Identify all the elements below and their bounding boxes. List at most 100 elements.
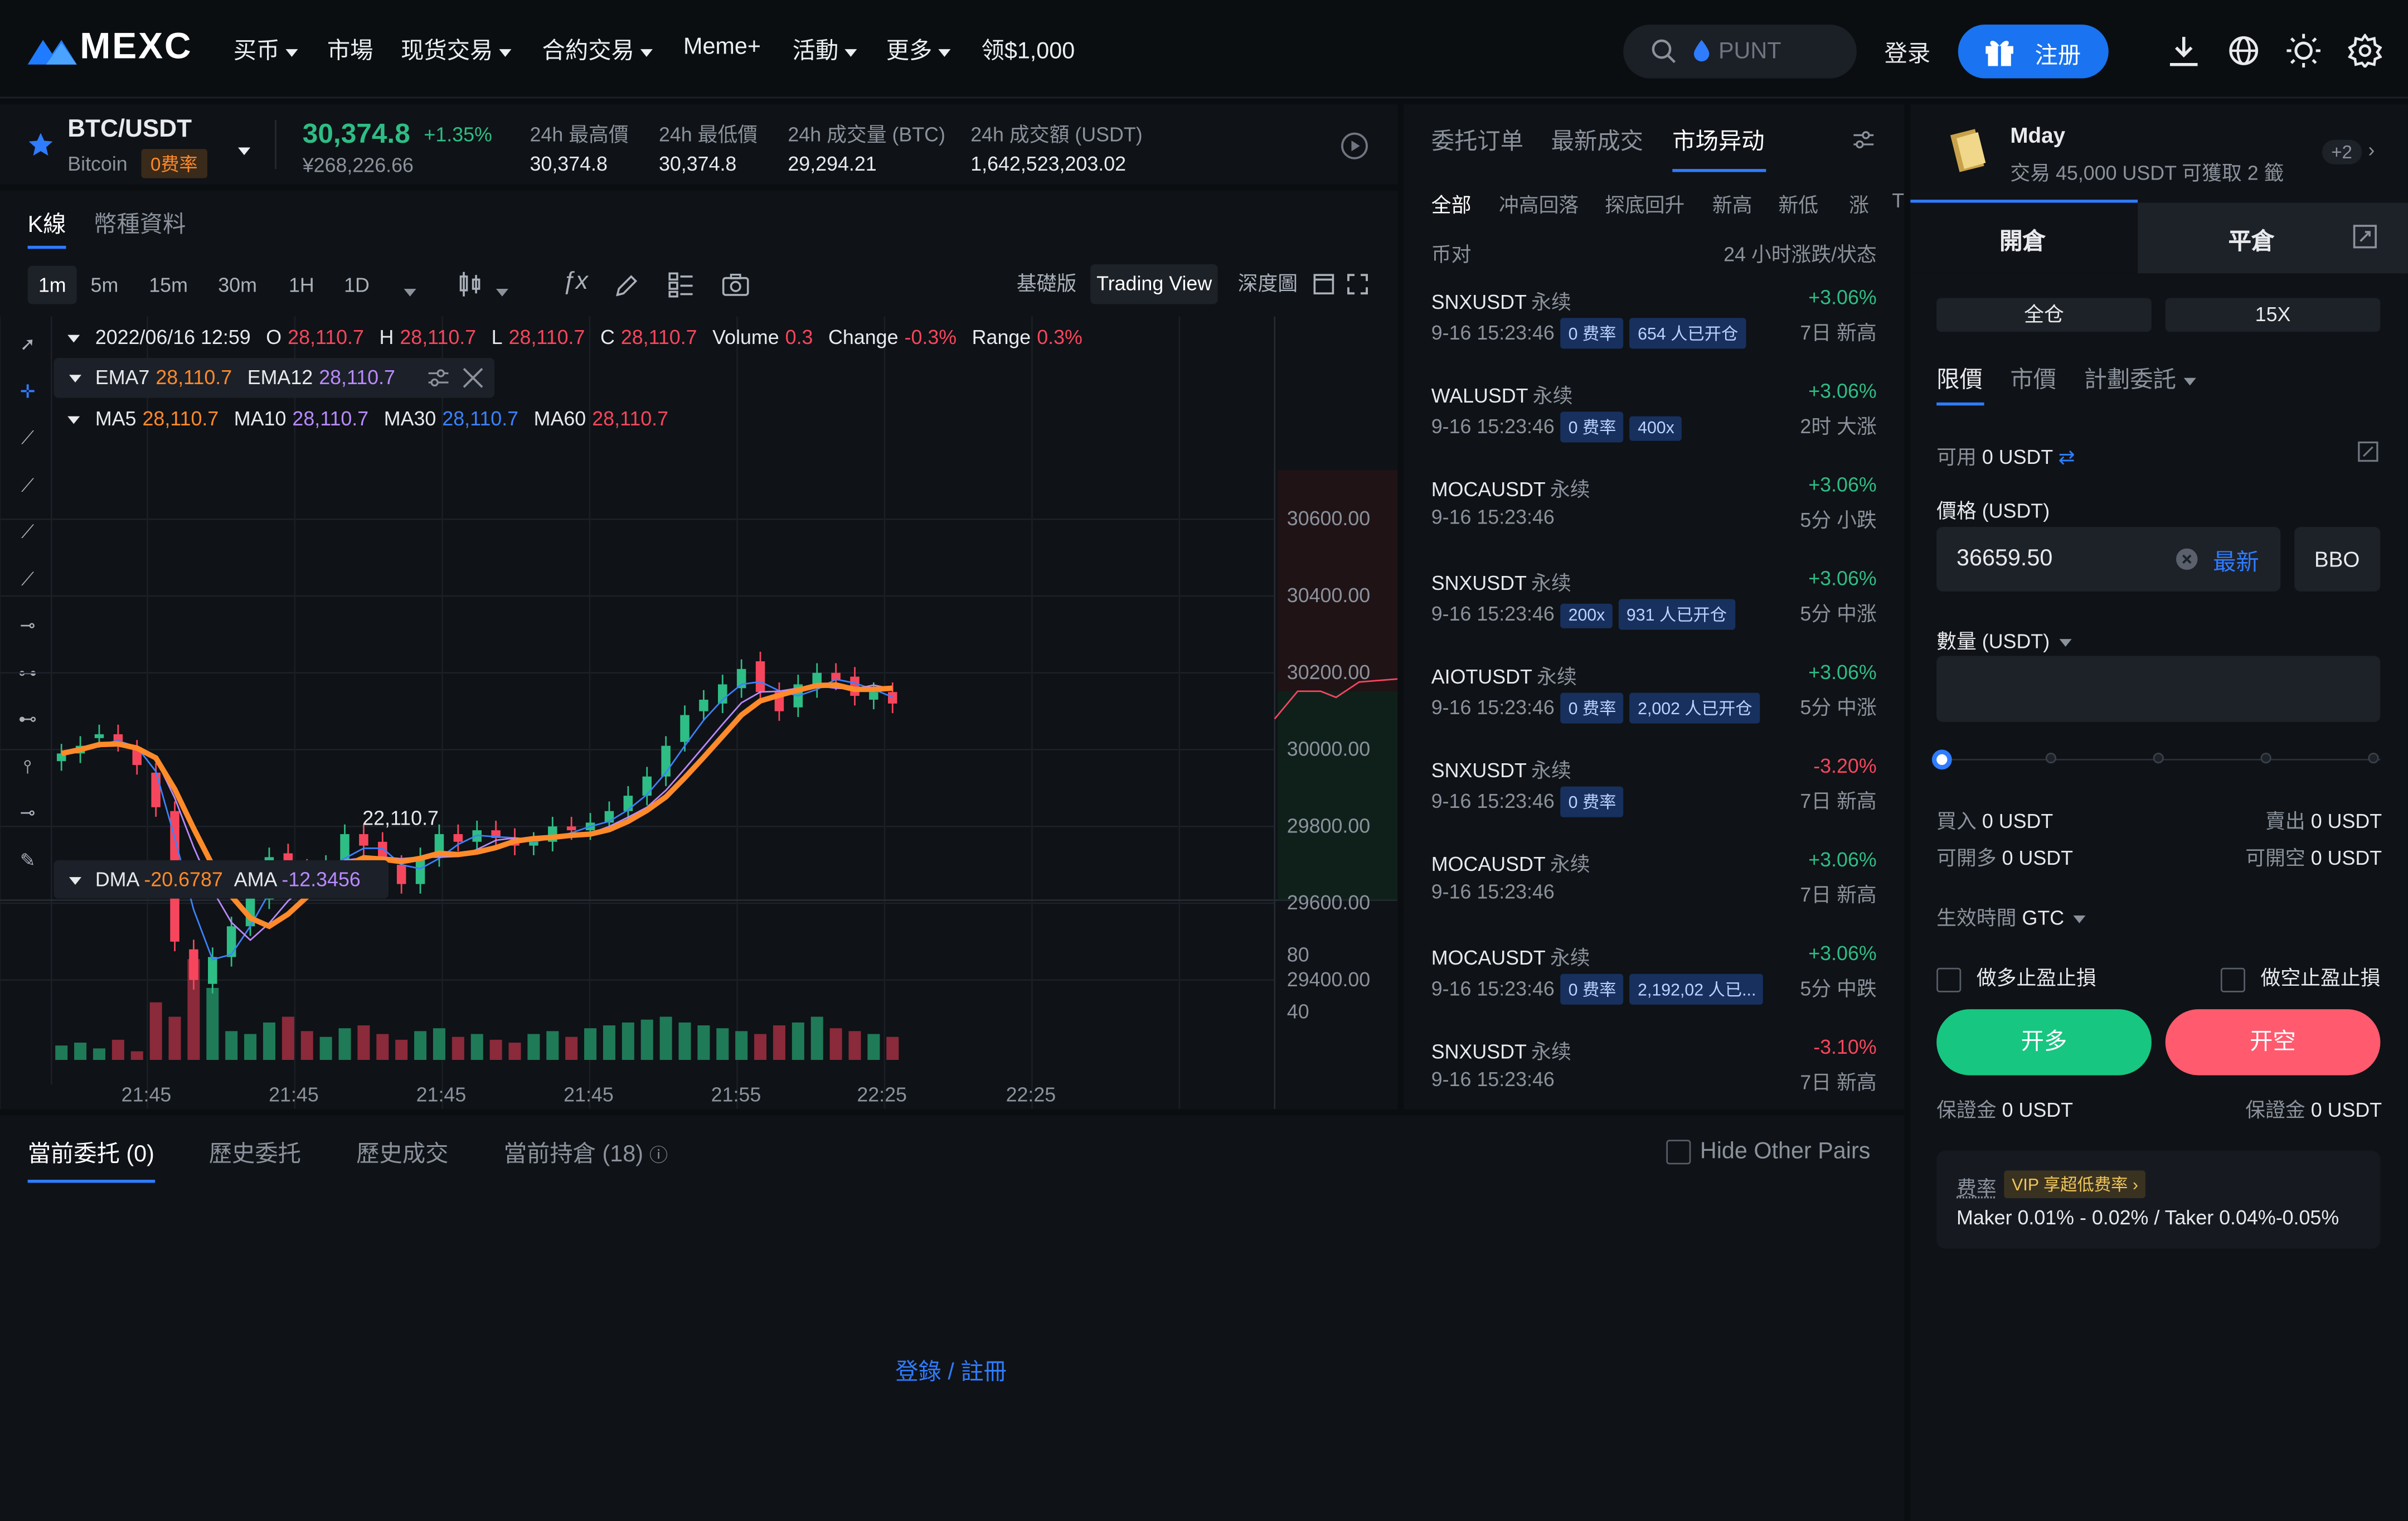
filter-5[interactable]: 涨: [1849, 193, 1869, 217]
slider-step-dot[interactable]: [2260, 752, 2271, 764]
nav-item-4[interactable]: Meme+: [683, 34, 761, 60]
legend-close-icon[interactable]: [462, 367, 484, 389]
filter-3[interactable]: 新高: [1712, 193, 1752, 217]
market-row[interactable]: SNXUSDT 永续 9-16 15:23:46 0 费率 -3.20% 7日 新高: [1404, 754, 1904, 831]
interval-1H[interactable]: 1H: [288, 273, 314, 297]
extended-line-icon[interactable]: ⟋: [21, 520, 35, 542]
interval-more-icon[interactable]: [398, 279, 416, 307]
chart-view-2[interactable]: 深度圖: [1237, 272, 1298, 295]
market-row[interactable]: SNXUSDT 永续 9-16 15:23:46 200x 931 人已开仓 +3.06%…: [1404, 567, 1904, 644]
interval-1m[interactable]: 1m: [27, 265, 77, 304]
market-tab-2[interactable]: 市场异动: [1672, 129, 1765, 156]
settings-icon[interactable]: [2348, 33, 2382, 68]
nav-item-1[interactable]: 市場: [327, 34, 373, 66]
nav-item-2[interactable]: 现货交易: [401, 34, 512, 66]
qty-label[interactable]: 數量 (USDT): [1936, 625, 2071, 654]
chart-tab-0[interactable]: K線: [27, 212, 66, 239]
leverage-button[interactable]: 15X: [2165, 298, 2381, 332]
vip-badge[interactable]: VIP 享超低费率 ›: [2004, 1170, 2146, 1198]
tp-sl-short-checkbox[interactable]: [2220, 967, 2245, 992]
legend-settings-icon[interactable]: [427, 367, 450, 389]
nav-item-5[interactable]: 活動: [793, 34, 857, 66]
nav-item-6[interactable]: 更多: [886, 34, 951, 66]
order-type-plan[interactable]: 計劃委託: [2084, 362, 2196, 395]
tp-sl-short[interactable]: 做空止盈止損: [2220, 962, 2380, 992]
symbol-dropdown-icon[interactable]: [232, 138, 251, 166]
window-icon[interactable]: [1313, 273, 1335, 295]
tab-open-position[interactable]: 開倉: [1999, 229, 2046, 255]
price-input[interactable]: 36659.50 最新: [1936, 526, 2281, 592]
order-type-limit[interactable]: 限價: [1936, 367, 1983, 394]
slider-step-dot[interactable]: [2153, 752, 2164, 764]
transfer-icon[interactable]: ⇄: [2058, 445, 2075, 469]
crosshair-icon[interactable]: ✛: [20, 380, 36, 402]
tab-close-position[interactable]: 平倉: [2228, 229, 2275, 255]
filter-6[interactable]: T: [1892, 188, 1905, 212]
info-icon[interactable]: ⓘ: [649, 1144, 668, 1166]
market-row[interactable]: MOCAUSDT 永续 9-16 15:23:46 0 费率 2,192,02 人已..…: [1404, 942, 1904, 1019]
nav-item-0[interactable]: 买币: [234, 34, 298, 66]
slider-handle[interactable]: [1931, 749, 1952, 770]
latest-price-link[interactable]: 最新: [2213, 550, 2259, 577]
interval-30m[interactable]: 30m: [218, 273, 257, 297]
market-row[interactable]: MOCAUSDT 永续 9-16 15:23:46 +3.06% 5分 小跌: [1404, 473, 1904, 550]
nav-item-3[interactable]: 合約交易: [542, 34, 653, 66]
layout-icon[interactable]: [668, 272, 694, 298]
login-link[interactable]: 登录: [1884, 41, 1931, 68]
interval-1D[interactable]: 1D: [344, 273, 370, 297]
order-tab-0[interactable]: 當前委托 (0): [28, 1137, 154, 1169]
candle-type-icon[interactable]: [458, 272, 486, 297]
filter-0[interactable]: 全部: [1431, 193, 1472, 217]
bbo-button[interactable]: BBO: [2294, 526, 2381, 592]
promo-chevron-icon[interactable]: ›: [2368, 138, 2375, 162]
favorite-star-icon[interactable]: [28, 132, 54, 158]
market-tab-0[interactable]: 委托订单: [1431, 129, 1524, 156]
order-tab-1[interactable]: 歷史委托: [209, 1137, 301, 1169]
time-in-force[interactable]: 生效時間 GTC: [1936, 902, 2086, 931]
candle-type-dropdown-icon[interactable]: [490, 279, 508, 307]
slider-step-dot[interactable]: [2368, 752, 2379, 764]
market-row[interactable]: SNXUSDT 永续 9-16 15:23:46 -3.10% 7日 新高: [1404, 1035, 1904, 1112]
search-box[interactable]: PUNT: [1623, 25, 1857, 79]
filter-1[interactable]: 冲高回落: [1498, 193, 1579, 217]
vertical-line-icon[interactable]: ⊷: [18, 708, 37, 730]
measure-icon[interactable]: ⊸: [20, 802, 36, 824]
market-tab-1[interactable]: 最新成交: [1551, 129, 1643, 156]
mexc-logo[interactable]: [27, 31, 212, 78]
order-tab-2[interactable]: 歷史成交: [356, 1137, 448, 1169]
tp-sl-long-checkbox[interactable]: [1936, 967, 1962, 992]
register-button[interactable]: 注册: [1958, 25, 2109, 79]
hide-other-pairs[interactable]: Hide Other Pairs: [1666, 1139, 1870, 1165]
horizontal-ray-icon[interactable]: ⊶: [18, 661, 37, 683]
trendline-icon[interactable]: ⟋: [21, 427, 35, 449]
symbol-name[interactable]: BTC/USDT: [67, 117, 192, 143]
market-row[interactable]: SNXUSDT 永续 9-16 15:23:46 0 费率 654 人已开仓 +3.06%…: [1404, 285, 1904, 362]
horizontal-line-icon[interactable]: ⊸: [20, 614, 36, 636]
order-tab-3[interactable]: 當前持倉 (18) ⓘ: [504, 1137, 668, 1169]
chart-tab-1[interactable]: 幣種資料: [94, 212, 186, 239]
market-row[interactable]: MOCAUSDT 永续 9-16 15:23:46 +3.06% 7日 新高: [1404, 848, 1904, 925]
sun-icon[interactable]: [2286, 33, 2320, 68]
pencil-icon[interactable]: [614, 273, 639, 298]
camera-icon[interactable]: [722, 273, 750, 296]
interval-5m[interactable]: 5m: [90, 273, 119, 297]
open-long-button[interactable]: 开多: [1936, 1009, 2152, 1076]
filter-2[interactable]: 探底回升: [1605, 193, 1685, 217]
hide-other-pairs-checkbox[interactable]: [1666, 1140, 1691, 1165]
candlestick-chart[interactable]: [0, 316, 1398, 1110]
brush-icon[interactable]: ✎: [20, 849, 36, 870]
nav-item-7[interactable]: 领$1,000: [982, 34, 1075, 66]
slider-step-dot[interactable]: [2045, 752, 2057, 764]
clear-icon[interactable]: [2176, 548, 2198, 570]
interval-15m[interactable]: 15m: [149, 273, 188, 297]
filter-settings-icon[interactable]: [1852, 129, 1875, 151]
cursor-icon[interactable]: ➚: [20, 333, 36, 355]
edit-box-icon[interactable]: [2357, 441, 2379, 463]
ray-icon[interactable]: ⟋: [21, 473, 35, 496]
play-icon[interactable]: [1341, 132, 1368, 160]
market-row[interactable]: WALUSDT 永续 9-16 15:23:46 0 费率 400x +3.06% 2时 大…: [1404, 380, 1904, 457]
filter-4[interactable]: 新低: [1778, 193, 1819, 217]
calculator-icon[interactable]: [2353, 224, 2377, 249]
market-row[interactable]: AIOTUSDT 永续 9-16 15:23:46 0 费率 2,002 人已开仓 +3.…: [1404, 661, 1904, 738]
order-type-market[interactable]: 市價: [2010, 367, 2057, 394]
